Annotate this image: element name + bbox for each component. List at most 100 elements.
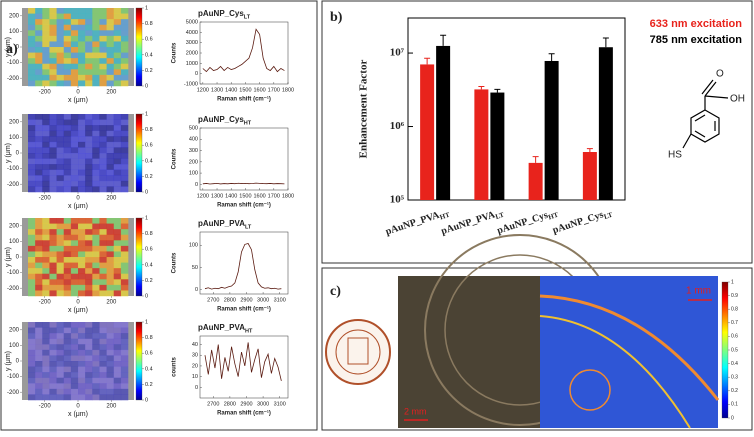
map-pixel (56, 58, 65, 65)
map-pixel (106, 153, 115, 159)
map-pixel (120, 234, 129, 241)
map-pixel (99, 240, 107, 247)
map-pixel (56, 366, 65, 373)
map-pixel (56, 344, 65, 351)
map-pixel (63, 58, 72, 65)
map-pixel (85, 333, 93, 340)
seal (325, 319, 391, 385)
map-pixel (28, 52, 36, 59)
map-pixel (28, 35, 36, 42)
panel-label: a) (6, 42, 18, 57)
map-pixel (63, 175, 72, 182)
map-pixel (99, 136, 107, 143)
map-pixel (99, 344, 107, 351)
x-tick-label: 1300 (211, 193, 223, 199)
scale-bar-label: 1 mm (686, 286, 711, 297)
map-pixel (78, 229, 86, 236)
map-pixel (106, 80, 115, 87)
colorbar (721, 281, 729, 419)
colorbar-tick-label: 0 (145, 189, 148, 195)
map-pixel (85, 153, 93, 159)
map-pixel (106, 290, 115, 297)
map-pixel (49, 388, 57, 395)
map-pixel (78, 279, 86, 286)
y-tick-label: -200 (7, 390, 20, 396)
map-pixel (113, 186, 122, 193)
map-pixel (70, 388, 79, 395)
map-pixel (49, 119, 57, 126)
map-pixel (106, 240, 115, 247)
map-pixel (92, 158, 100, 165)
map-pixel (28, 355, 36, 362)
map-pixel (92, 153, 100, 159)
map-pixel (42, 327, 50, 334)
map-pixel (56, 229, 65, 236)
map-pixel (106, 268, 115, 275)
error-bar (532, 156, 539, 163)
map-pixel (56, 262, 65, 269)
map-pixel (85, 229, 93, 236)
map-pixel (35, 58, 43, 65)
map-pixel (70, 344, 79, 351)
map-pixel (120, 63, 129, 70)
map-pixel (113, 366, 122, 373)
map-pixel (99, 333, 107, 340)
map-pixel (92, 268, 100, 275)
map-pixel (120, 175, 129, 182)
chart-title: pAuNP_Cys (198, 115, 244, 124)
map-pixel (49, 262, 57, 269)
map-pixel (56, 35, 65, 42)
panel-a-frame (0, 0, 318, 431)
colorbar-tick-label: 0.8 (145, 127, 153, 133)
map-pixel (106, 383, 115, 390)
colorbar-tick-label: 0.9 (731, 293, 738, 299)
map-pixel (78, 245, 86, 252)
map-pixel (92, 273, 100, 280)
map-pixel (56, 388, 65, 395)
map-pixel (70, 186, 79, 193)
map-pixel (70, 338, 79, 345)
map-pixel (85, 290, 93, 297)
map-pixel (35, 322, 43, 328)
map-pixel (63, 279, 72, 286)
map-pixel (106, 30, 115, 37)
map-pixel (85, 175, 93, 182)
bar (582, 152, 597, 200)
map-pixel (85, 69, 93, 76)
map-pixel (120, 257, 129, 263)
map-pixel (35, 119, 43, 126)
colorbar (135, 321, 143, 401)
map-pixel (28, 169, 36, 176)
x-tick-label-subscript: LT (494, 211, 505, 221)
map-pixel (28, 383, 36, 390)
map-pixel (92, 141, 100, 148)
map-pixel (99, 30, 107, 37)
colorbar-tick-label: 0.6 (145, 143, 153, 149)
map-pixel (113, 175, 122, 182)
map-pixel (92, 186, 100, 193)
map-pixel (92, 349, 100, 356)
map-pixel (42, 388, 50, 395)
map-pixel (113, 338, 122, 345)
map-pixel (70, 229, 79, 236)
map-pixel (92, 180, 100, 187)
map-pixel (70, 234, 79, 241)
x-axis-label: x (μm) (68, 203, 88, 210)
map-pixel (85, 279, 93, 286)
map-pixel (63, 8, 72, 14)
x-tick-label: 1800 (282, 193, 294, 199)
chart-title-subscript: HT (244, 120, 252, 126)
map-pixel (106, 41, 115, 48)
map-pixel (42, 47, 50, 53)
map-pixel (85, 234, 93, 241)
map-pixel (85, 80, 93, 87)
map-pixel (28, 262, 36, 269)
map-pixel (35, 383, 43, 390)
map-pixel (78, 63, 86, 70)
map-pixel (56, 30, 65, 37)
map-pixel (42, 251, 50, 258)
map-pixel (70, 268, 79, 275)
map-pixel (42, 322, 50, 328)
x-tick-label: 2700 (207, 297, 219, 303)
